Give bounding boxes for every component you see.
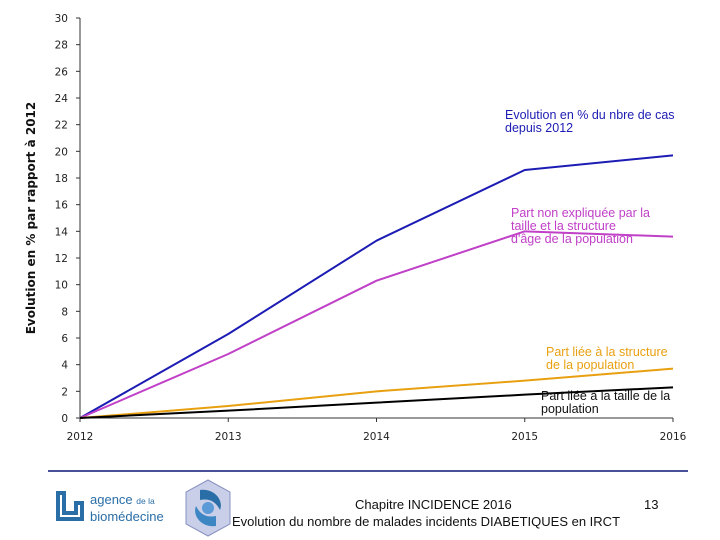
x-tick-label: 2015 xyxy=(511,431,538,443)
y-tick-label: 30 xyxy=(55,13,68,25)
series-label: d'âge de la population xyxy=(511,232,633,246)
y-tick-label: 2 xyxy=(61,386,68,398)
y-tick-label: 6 xyxy=(61,333,68,345)
series-label: depuis 2012 xyxy=(505,121,573,135)
series-line xyxy=(79,367,674,419)
footer-divider xyxy=(48,470,688,472)
series-label: Part liée à la structure xyxy=(546,345,668,359)
y-tick-label: 10 xyxy=(55,280,68,292)
series-line xyxy=(79,230,674,419)
series-label: de la population xyxy=(546,358,634,372)
logo-text: agence de la biomédecine xyxy=(90,492,164,524)
footer-chapter: Chapitre INCIDENCE 2016 xyxy=(355,497,512,512)
series-label: taille et la structure xyxy=(511,219,616,233)
series-label: Part non expliquée par la xyxy=(511,206,650,220)
y-tick-label: 4 xyxy=(61,360,68,372)
y-tick-label: 8 xyxy=(61,306,68,318)
y-axis-label: Evolution en % par rapport à 2012 xyxy=(24,102,38,335)
x-tick-label: 2013 xyxy=(215,431,242,443)
y-tick-label: 20 xyxy=(55,146,68,158)
x-tick-label: 2016 xyxy=(660,431,687,443)
x-tick-label: 2012 xyxy=(67,431,94,443)
y-tick-label: 16 xyxy=(55,200,69,212)
x-tick-label: 2014 xyxy=(363,431,390,443)
y-tick-label: 24 xyxy=(55,93,69,105)
series-line xyxy=(79,154,674,419)
y-tick-label: 14 xyxy=(55,226,69,238)
footer-subtitle: Evolution du nombre de malades incidents… xyxy=(232,514,621,529)
chart-series xyxy=(79,154,674,419)
series-label: Part liée à la taille de la xyxy=(541,389,670,403)
logo-word-de-la: de la xyxy=(136,496,155,506)
agence-biomedecine-logo: agence de la biomédecine xyxy=(52,487,182,529)
series-label: Evolution en % du nbre de cas xyxy=(505,108,675,122)
y-tick-label: 0 xyxy=(61,413,68,425)
renal-emblem-icon xyxy=(185,479,231,537)
series-line xyxy=(79,386,674,419)
logo-word-agence: agence xyxy=(90,492,133,507)
y-tick-label: 18 xyxy=(55,173,68,185)
footer-page-number: 13 xyxy=(644,497,659,512)
logo-mark-icon xyxy=(56,491,84,521)
series-label: population xyxy=(541,402,599,416)
y-tick-label: 28 xyxy=(55,40,68,52)
logo-word-biomedecine: biomédecine xyxy=(90,509,164,524)
y-tick-label: 26 xyxy=(55,66,69,78)
y-tick-label: 22 xyxy=(55,120,68,132)
y-tick-label: 12 xyxy=(55,253,68,265)
